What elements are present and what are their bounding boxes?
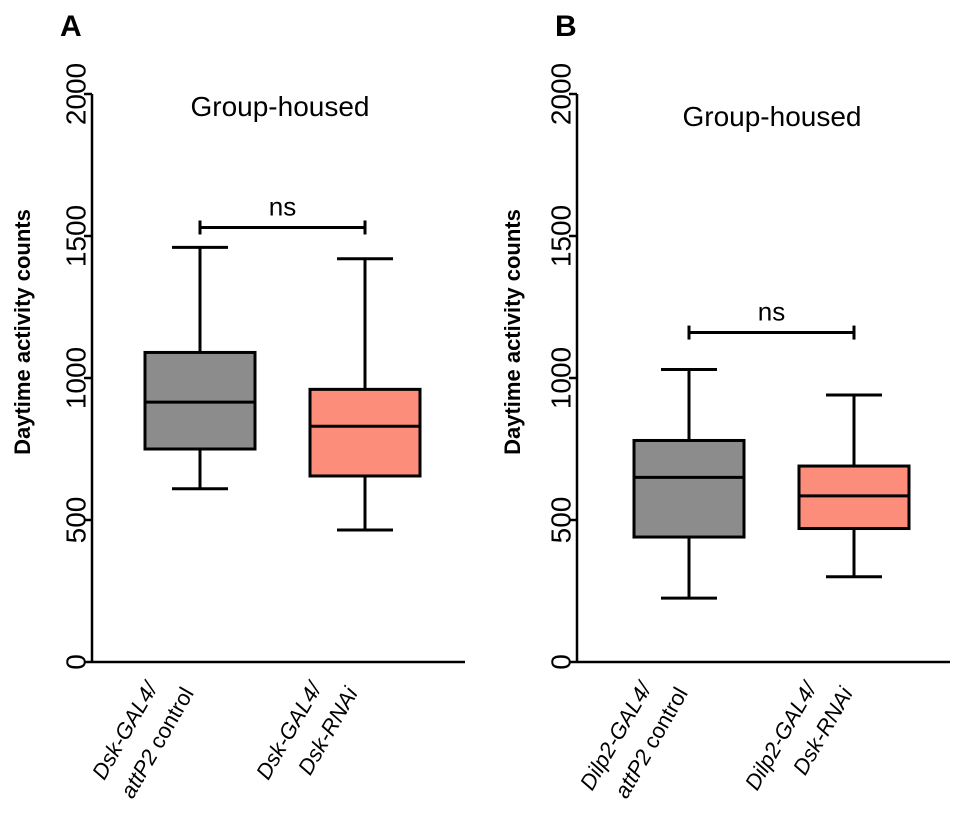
y-axis-label: Daytime activity counts: [10, 209, 35, 455]
y-tick-label: 1000: [60, 347, 91, 409]
x-category-label: Dilp2-GAL4/attP2 control: [575, 666, 693, 811]
chart-title: Group-housed: [682, 101, 861, 132]
panel-letter: A: [60, 10, 82, 43]
iqr-box: [308, 387, 422, 478]
x-category-label: Dsk-GAL4/Dsk-RNAi: [251, 665, 363, 801]
panel-letter: B: [555, 10, 577, 43]
x-category-label: Dsk-GAL4/attP2 control: [86, 666, 199, 802]
y-tick-label: 2000: [545, 63, 576, 125]
iqr-box: [632, 438, 746, 539]
box-2: [308, 257, 422, 532]
box-1: [632, 367, 746, 600]
panel-b: B Group-housed Daytime activity counts 0 500…: [500, 10, 950, 811]
y-tick-label: 0: [60, 654, 91, 670]
y-tick-label: 2000: [60, 63, 91, 125]
y-tick-label: 1500: [545, 205, 576, 267]
y-tick-label: 500: [60, 497, 91, 544]
y-tick-label: 500: [545, 497, 576, 544]
box-2: [797, 393, 911, 579]
x-category-label: Dilp2-GAL4/Dsk-RNAi: [740, 665, 859, 811]
significance-label: ns: [758, 297, 785, 327]
chart-title: Group-housed: [190, 91, 369, 122]
significance-label: ns: [269, 191, 296, 221]
y-tick-label: 1000: [545, 347, 576, 409]
significance-bracket: ns: [687, 297, 856, 340]
panel-a: A Group-housed Daytime activity counts 0 500…: [10, 10, 465, 802]
box-1: [143, 245, 257, 491]
significance-bracket: ns: [198, 191, 367, 235]
y-tick-label: 1500: [60, 205, 91, 267]
y-tick-label: 0: [545, 654, 576, 670]
y-axis-label: Daytime activity counts: [500, 209, 525, 455]
